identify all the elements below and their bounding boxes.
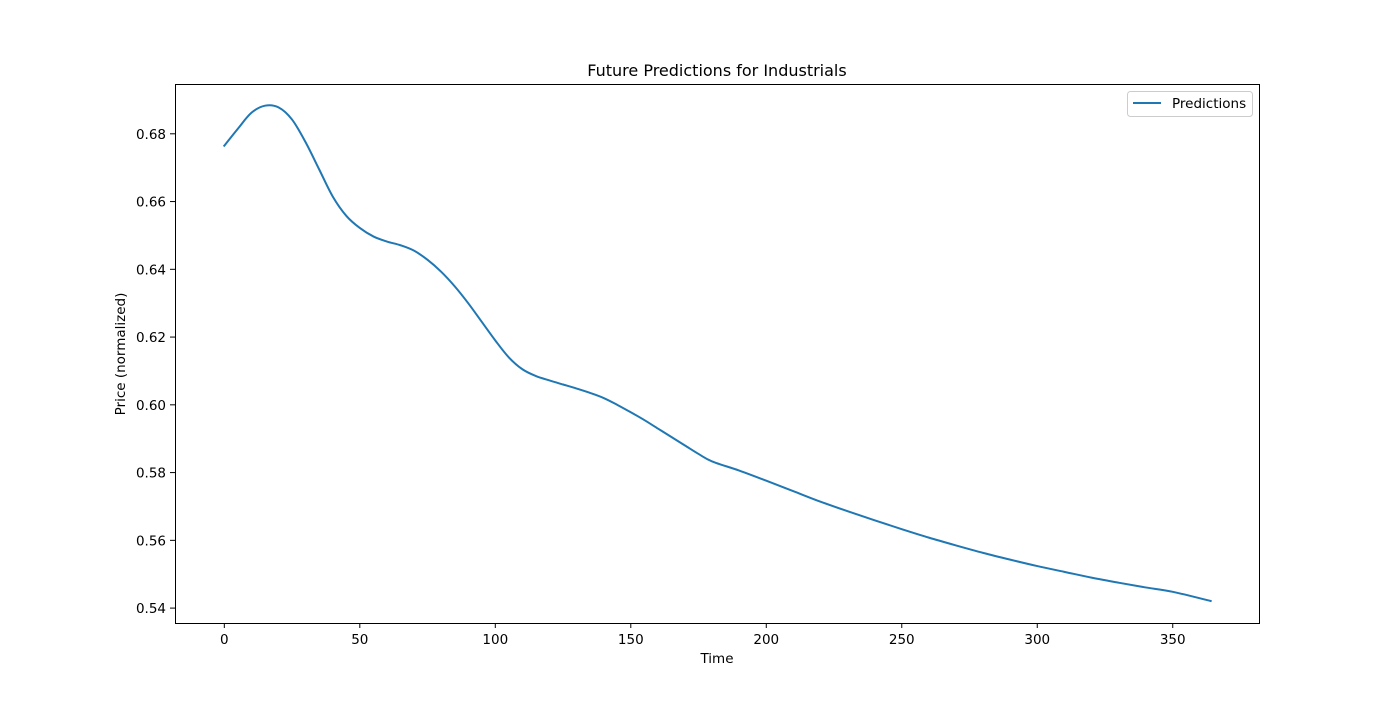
legend-box [1127,91,1253,117]
y-tick-label: 0.54 [136,601,166,617]
plot-frame [175,84,1260,624]
chart-title: Future Predictions for Industrials [587,61,846,80]
y-tick-label: 0.60 [136,398,166,414]
series-line-predictions [222,104,1212,603]
x-tick-label: 350 [1160,632,1186,648]
x-tick-label: 0 [220,632,229,648]
x-tick-label: 200 [753,632,779,648]
x-tick-label: 150 [618,632,644,648]
x-tick-label: 300 [1024,632,1050,648]
y-axis-label: Price (normalized) [113,293,129,416]
x-tick-label: 250 [889,632,915,648]
plot-series [222,104,1212,603]
y-tick-label: 0.64 [136,262,166,278]
x-axis-label: Time [699,651,733,667]
legend-label: Predictions [1172,96,1246,112]
x-tick-label: 50 [351,632,368,648]
y-tick-label: 0.66 [136,195,166,211]
y-tick-label: 0.62 [136,330,166,346]
y-tick-label: 0.56 [136,533,166,549]
y-tick-label: 0.68 [136,127,166,143]
y-tick-label: 0.58 [136,466,166,482]
y-axis-ticks: 0.54 0.56 0.58 0.60 0.62 0.64 0.66 0.68 [136,127,175,617]
x-tick-label: 100 [482,632,508,648]
x-axis-ticks: 0 50 100 150 200 250 300 350 [220,623,1186,648]
legend: Predictions [1127,91,1253,117]
